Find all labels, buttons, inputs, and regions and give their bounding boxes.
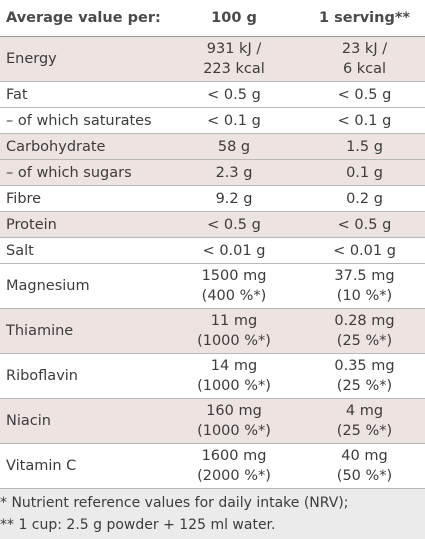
footnotes: * Nutrient reference values for daily in…: [0, 489, 425, 539]
value-per-100g: < 0.1 g: [170, 107, 298, 134]
amount: 11 mg: [210, 313, 258, 329]
amount: < 0.01 g: [333, 242, 396, 259]
nutrient-name: Riboflavin: [0, 353, 170, 399]
value-per-100g: 1500 mg (400 %*): [170, 263, 298, 309]
value-per-100g: 11 mg (1000 %*): [170, 308, 298, 354]
table-row: – of which saturates < 0.1 g < 0.1 g: [0, 107, 425, 134]
table-row: Magnesium 1500 mg (400 %*) 37.5 mg (10 %*): [0, 263, 425, 309]
amount: < 0.1 g: [337, 112, 392, 129]
amount: < 0.5 g: [337, 216, 392, 233]
value-per-serving: 0.1 g: [298, 159, 425, 186]
amount: < 0.01 g: [202, 242, 266, 259]
value-per-serving: < 0.1 g: [298, 107, 425, 134]
nrv-percent: (25 %*): [336, 378, 393, 394]
nrv-percent: (1000 %*): [197, 423, 271, 439]
footnote-nrv: * Nutrient reference values for daily in…: [0, 495, 349, 511]
table-row: Carbohydrate 58 g 1.5 g: [0, 133, 425, 160]
nrv-percent: 6 kcal: [342, 61, 387, 77]
value-per-serving: 4 mg (25 %*): [298, 398, 425, 444]
table-row: Thiamine 11 mg (1000 %*) 0.28 mg (25 %*): [0, 308, 425, 354]
value-per-100g: 9.2 g: [170, 185, 298, 212]
amount: 14 mg: [210, 358, 258, 374]
value-per-serving: < 0.5 g: [298, 211, 425, 238]
footnote-serving: ** 1 cup: 2.5 g powder + 125 ml water.: [0, 517, 276, 533]
nutrient-name: Protein: [0, 211, 170, 238]
table-row: Energy 931 kJ / 223 kcal 23 kJ / 6 kcal: [0, 36, 425, 82]
value-per-100g: < 0.01 g: [170, 237, 298, 264]
table-row: Vitamin C 1600 mg (2000 %*) 40 mg (50 %*): [0, 443, 425, 489]
amount: 160 mg: [206, 403, 262, 419]
header-per-serving: 1 serving**: [298, 0, 425, 37]
nutrient-name: Magnesium: [0, 263, 170, 309]
amount: 58 g: [217, 138, 251, 155]
value-per-serving: 37.5 mg (10 %*): [298, 263, 425, 309]
nutrient-name: – of which saturates: [0, 107, 170, 134]
value-per-100g: 1600 mg (2000 %*): [170, 443, 298, 489]
nrv-percent: (10 %*): [336, 288, 393, 304]
value-per-100g: 160 mg (1000 %*): [170, 398, 298, 444]
amount: 0.1 g: [346, 164, 383, 181]
table-header-row: Average value per: 100 g 1 serving**: [0, 0, 425, 37]
value-per-serving: < 0.01 g: [298, 237, 425, 264]
value-per-100g: 2.3 g: [170, 159, 298, 186]
nutrient-name: Carbohydrate: [0, 133, 170, 160]
table-row: Fibre 9.2 g 0.2 g: [0, 185, 425, 212]
table-row: Riboflavin 14 mg (1000 %*) 0.35 mg (25 %*): [0, 353, 425, 399]
amount: 1.5 g: [346, 138, 383, 155]
nutrient-name: Fat: [0, 81, 170, 108]
value-per-100g: < 0.5 g: [170, 81, 298, 108]
nrv-percent: (400 %*): [201, 288, 267, 304]
value-per-100g: < 0.5 g: [170, 211, 298, 238]
header-per-100g: 100 g: [170, 0, 298, 37]
amount: < 0.5 g: [207, 216, 261, 233]
nutrient-name: Vitamin C: [0, 443, 170, 489]
table-row: Niacin 160 mg (1000 %*) 4 mg (25 %*): [0, 398, 425, 444]
value-per-serving: 23 kJ / 6 kcal: [298, 36, 425, 82]
value-per-100g: 931 kJ / 223 kcal: [170, 36, 298, 82]
amount: 1500 mg: [201, 268, 267, 284]
value-per-100g: 14 mg (1000 %*): [170, 353, 298, 399]
nutrition-table: Average value per: 100 g 1 serving** Ene…: [0, 0, 425, 489]
nrv-percent: (1000 %*): [197, 333, 271, 349]
amount: 0.2 g: [346, 190, 383, 207]
nutrient-name: Salt: [0, 237, 170, 264]
amount: < 0.5 g: [207, 86, 261, 103]
amount: 9.2 g: [215, 190, 253, 207]
value-per-100g: 58 g: [170, 133, 298, 160]
nrv-percent: (25 %*): [336, 333, 393, 349]
nutrient-name: Energy: [0, 36, 170, 82]
amount: 931 kJ /: [206, 41, 262, 57]
nutrient-name: Niacin: [0, 398, 170, 444]
table-row: Salt < 0.01 g < 0.01 g: [0, 237, 425, 264]
value-per-serving: 1.5 g: [298, 133, 425, 160]
value-per-serving: 40 mg (50 %*): [298, 443, 425, 489]
nutrient-name: Fibre: [0, 185, 170, 212]
amount: 4 mg: [345, 403, 384, 419]
amount: 1600 mg: [201, 448, 267, 464]
nutrient-name: – of which sugars: [0, 159, 170, 186]
nutrient-name: Thiamine: [0, 308, 170, 354]
nrv-percent: (50 %*): [336, 468, 393, 484]
table-row: Protein < 0.5 g < 0.5 g: [0, 211, 425, 238]
amount: 0.28 mg: [334, 313, 395, 329]
value-per-serving: 0.2 g: [298, 185, 425, 212]
nrv-percent: (2000 %*): [197, 468, 271, 484]
nrv-percent: 223 kcal: [203, 61, 265, 77]
table-body: Energy 931 kJ / 223 kcal 23 kJ / 6 kcal Fat < …: [0, 36, 425, 489]
table-row: – of which sugars 2.3 g 0.1 g: [0, 159, 425, 186]
amount: 40 mg: [341, 448, 388, 464]
value-per-serving: 0.28 mg (25 %*): [298, 308, 425, 354]
amount: 2.3 g: [215, 164, 253, 181]
nrv-percent: (25 %*): [336, 423, 393, 439]
amount: < 0.5 g: [337, 86, 392, 103]
amount: < 0.1 g: [207, 112, 261, 129]
header-name: Average value per:: [0, 0, 170, 37]
nrv-percent: (1000 %*): [197, 378, 271, 394]
value-per-serving: 0.35 mg (25 %*): [298, 353, 425, 399]
amount: 0.35 mg: [334, 358, 395, 374]
table-row: Fat < 0.5 g < 0.5 g: [0, 81, 425, 108]
amount: 23 kJ /: [341, 41, 388, 57]
value-per-serving: < 0.5 g: [298, 81, 425, 108]
amount: 37.5 mg: [334, 268, 395, 284]
